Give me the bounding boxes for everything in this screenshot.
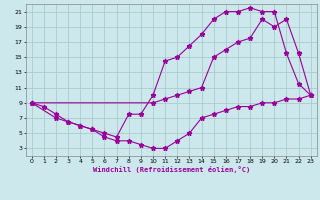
X-axis label: Windchill (Refroidissement éolien,°C): Windchill (Refroidissement éolien,°C): [92, 166, 250, 173]
